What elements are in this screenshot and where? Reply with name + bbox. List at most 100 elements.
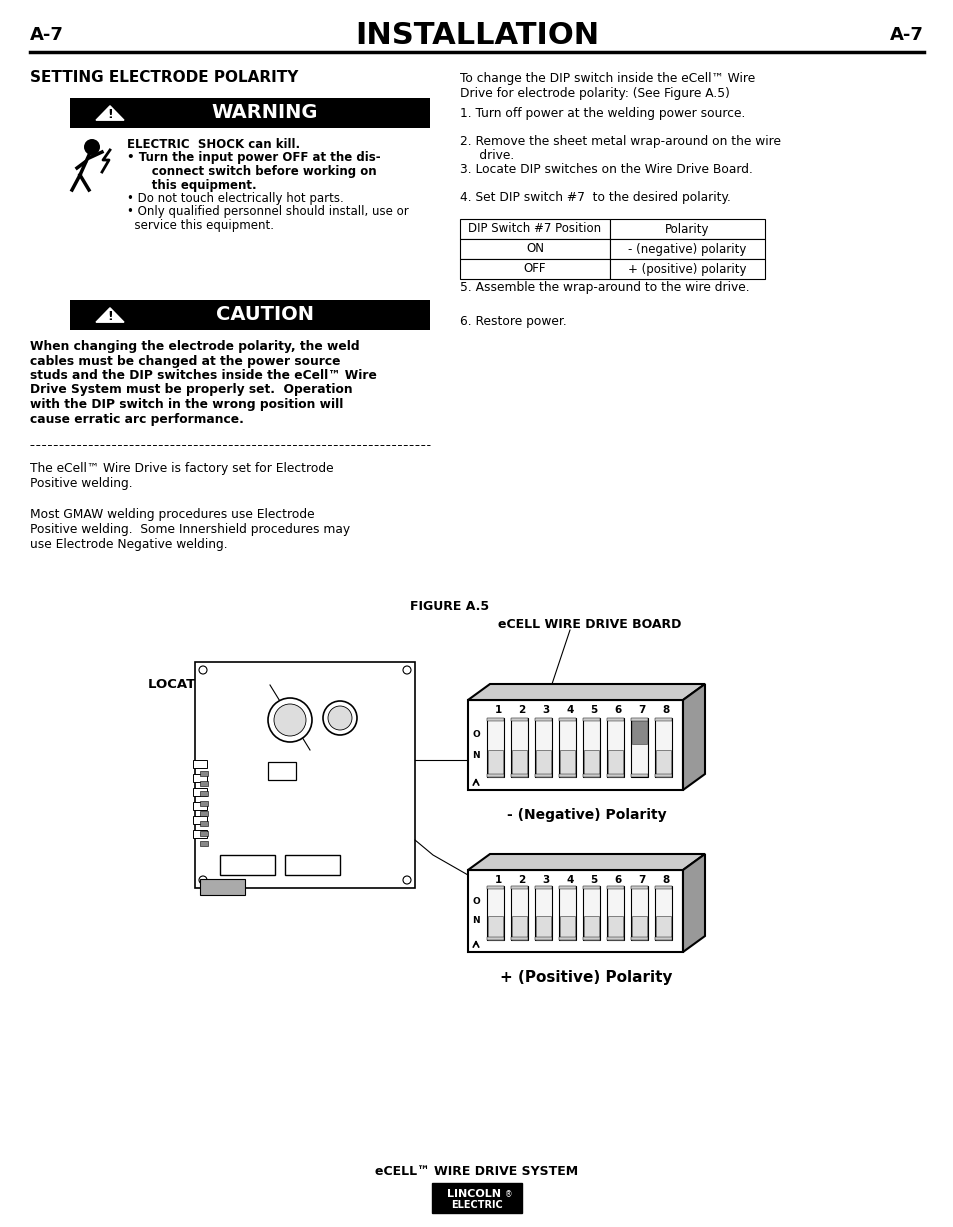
Circle shape bbox=[199, 876, 207, 883]
Bar bbox=[582, 886, 599, 940]
Text: 3: 3 bbox=[542, 875, 549, 885]
Text: 2: 2 bbox=[517, 706, 525, 715]
Bar bbox=[512, 750, 526, 777]
Text: ELECTRIC  SHOCK can kill.: ELECTRIC SHOCK can kill. bbox=[127, 137, 300, 151]
Bar bbox=[630, 773, 647, 777]
Bar bbox=[200, 821, 208, 826]
Bar bbox=[607, 750, 622, 777]
Text: Positive welding.: Positive welding. bbox=[30, 477, 132, 490]
Text: !: ! bbox=[107, 309, 112, 323]
Bar bbox=[558, 936, 576, 940]
Bar bbox=[630, 718, 647, 721]
Bar bbox=[655, 773, 671, 777]
Bar bbox=[535, 773, 552, 777]
Text: CAUTION: CAUTION bbox=[215, 306, 314, 324]
Bar bbox=[193, 816, 207, 825]
Bar bbox=[268, 762, 295, 780]
Bar bbox=[193, 788, 207, 796]
Bar bbox=[193, 760, 207, 768]
Text: N: N bbox=[472, 917, 479, 925]
Text: !: ! bbox=[107, 108, 112, 120]
Text: A-7: A-7 bbox=[889, 26, 923, 44]
Bar bbox=[536, 915, 551, 940]
Bar bbox=[558, 773, 576, 777]
Circle shape bbox=[402, 876, 411, 883]
Text: 7: 7 bbox=[638, 875, 645, 885]
Bar bbox=[558, 886, 576, 940]
Text: 7: 7 bbox=[638, 706, 645, 715]
Circle shape bbox=[268, 698, 312, 742]
Bar bbox=[655, 936, 671, 940]
Text: Drive for electrode polarity: (See Figure A.5): Drive for electrode polarity: (See Figur… bbox=[459, 87, 729, 99]
Bar bbox=[609, 218, 764, 239]
Bar bbox=[459, 218, 609, 239]
Bar bbox=[200, 831, 208, 836]
Bar bbox=[631, 915, 646, 940]
Bar bbox=[583, 915, 598, 940]
Text: OFF: OFF bbox=[523, 263, 546, 276]
Bar bbox=[606, 936, 623, 940]
Text: 1: 1 bbox=[494, 706, 501, 715]
Bar bbox=[558, 718, 576, 721]
Bar bbox=[582, 718, 599, 777]
Text: 4. Set DIP switch #7  to the desired polarity.: 4. Set DIP switch #7 to the desired pola… bbox=[459, 191, 730, 204]
Text: Polarity: Polarity bbox=[664, 222, 709, 236]
Text: ®: ® bbox=[504, 1190, 512, 1199]
Text: eCELL™ WIRE DRIVE SYSTEM: eCELL™ WIRE DRIVE SYSTEM bbox=[375, 1164, 578, 1178]
Text: 8: 8 bbox=[661, 706, 669, 715]
Bar bbox=[488, 915, 502, 940]
Text: FIGURE A.5: FIGURE A.5 bbox=[410, 600, 489, 614]
Bar bbox=[220, 855, 274, 875]
Text: 8: 8 bbox=[661, 875, 669, 885]
Bar bbox=[200, 801, 208, 806]
Bar bbox=[559, 915, 575, 940]
Text: To change the DIP switch inside the eCell™ Wire: To change the DIP switch inside the eCel… bbox=[459, 72, 755, 85]
Bar bbox=[630, 718, 647, 777]
Bar bbox=[656, 915, 670, 940]
Text: DIP Switch #7 Position: DIP Switch #7 Position bbox=[468, 222, 601, 236]
Text: - (Negative) Polarity: - (Negative) Polarity bbox=[506, 809, 665, 822]
Bar bbox=[535, 718, 552, 777]
Bar bbox=[607, 915, 622, 940]
Text: WARNING: WARNING bbox=[212, 103, 318, 123]
Polygon shape bbox=[682, 683, 704, 790]
Bar bbox=[609, 239, 764, 259]
Text: O: O bbox=[472, 730, 479, 739]
Bar bbox=[193, 829, 207, 838]
Bar bbox=[511, 886, 527, 890]
Text: + (positive) polarity: + (positive) polarity bbox=[628, 263, 746, 276]
Bar bbox=[609, 259, 764, 279]
Bar bbox=[194, 663, 415, 888]
Bar bbox=[582, 936, 599, 940]
Bar bbox=[558, 886, 576, 890]
Text: 1: 1 bbox=[494, 875, 501, 885]
Bar bbox=[459, 259, 609, 279]
Bar bbox=[486, 773, 503, 777]
Bar bbox=[200, 771, 208, 775]
Bar bbox=[486, 886, 503, 890]
Text: + (Positive) Polarity: + (Positive) Polarity bbox=[499, 971, 672, 985]
Text: ON: ON bbox=[525, 243, 543, 255]
Bar bbox=[606, 886, 623, 940]
Text: connect switch before working on: connect switch before working on bbox=[127, 164, 376, 178]
Bar bbox=[432, 1183, 521, 1214]
Text: • Only qualified personnel should install, use or: • Only qualified personnel should instal… bbox=[127, 205, 408, 218]
Bar bbox=[486, 936, 503, 940]
Bar bbox=[655, 886, 671, 940]
Text: • Do not touch electrically hot parts.: • Do not touch electrically hot parts. bbox=[127, 191, 343, 205]
Text: cause erratic arc performance.: cause erratic arc performance. bbox=[30, 412, 244, 426]
Text: 5. Assemble the wrap-around to the wire drive.: 5. Assemble the wrap-around to the wire … bbox=[459, 281, 749, 294]
Text: Drive System must be properly set.  Operation: Drive System must be properly set. Opera… bbox=[30, 384, 353, 396]
Bar bbox=[606, 718, 623, 777]
Bar bbox=[193, 802, 207, 810]
Bar bbox=[70, 299, 430, 330]
Bar bbox=[488, 750, 502, 777]
Text: SETTING ELECTRODE POLARITY: SETTING ELECTRODE POLARITY bbox=[30, 70, 298, 86]
Polygon shape bbox=[468, 683, 704, 699]
Bar bbox=[200, 879, 245, 894]
Bar bbox=[606, 886, 623, 890]
Bar bbox=[606, 718, 623, 721]
Text: 4: 4 bbox=[566, 706, 573, 715]
Text: 2. Remove the sheet metal wrap-around on the wire: 2. Remove the sheet metal wrap-around on… bbox=[459, 135, 781, 148]
Text: studs and the DIP switches inside the eCell™ Wire: studs and the DIP switches inside the eC… bbox=[30, 369, 376, 382]
